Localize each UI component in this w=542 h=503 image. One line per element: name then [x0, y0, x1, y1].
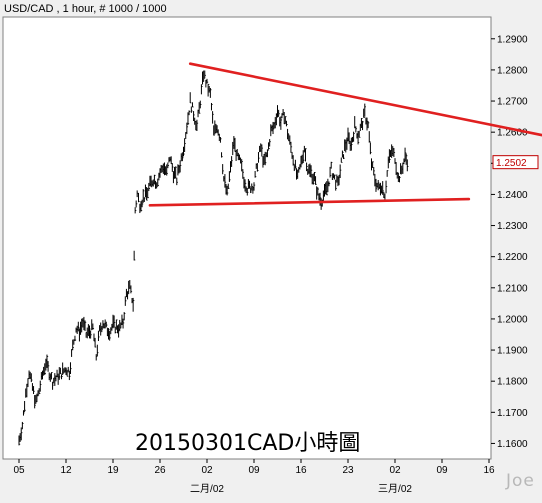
y-axis: 1.29001.28001.27001.26001.25001.24001.23…	[491, 34, 528, 450]
x-tick-label: 16	[295, 465, 307, 476]
y-tick-label: 1.2000	[497, 314, 528, 325]
month-label: 二月/02	[190, 483, 224, 495]
trendlines	[148, 62, 542, 207]
last-price-label: 1.2502	[496, 158, 527, 169]
x-tick-label: 09	[436, 465, 448, 476]
x-tick-label: 26	[154, 465, 166, 476]
x-tick-label: 02	[389, 465, 401, 476]
y-tick-label: 1.1700	[497, 408, 528, 419]
x-axis: 05 12 19 26 02 09 16 23 02 09 16 二月/02 三月/02	[13, 459, 495, 495]
last-price-box	[492, 155, 539, 170]
chart-annotation: 20150301CAD小時圖	[135, 431, 360, 456]
x-tick-label: 12	[60, 465, 72, 476]
y-tick-label: 1.1900	[497, 346, 528, 357]
x-tick-label: 05	[13, 465, 25, 476]
x-tick-label: 19	[107, 465, 119, 476]
y-tick-label: 1.2400	[497, 190, 528, 201]
y-tick-label: 1.2600	[497, 128, 528, 139]
y-tick-label: 1.2300	[497, 221, 528, 232]
y-tick-label: 1.2100	[497, 283, 528, 294]
resistance-trendline	[188, 62, 542, 137]
chart-header: USD/CAD , 1 hour, # 1000 / 1000	[4, 3, 167, 15]
watermark: Joe	[505, 471, 535, 491]
x-tick-label: 23	[342, 465, 354, 476]
x-tick-label: 02	[201, 465, 213, 476]
y-tick-label: 1.1600	[497, 439, 528, 450]
y-tick-label: 1.2200	[497, 252, 528, 263]
y-tick-label: 1.1800	[497, 377, 528, 388]
support-trendline	[148, 197, 471, 207]
x-tick-label: 16	[483, 465, 495, 476]
y-tick-label: 1.2900	[497, 34, 528, 45]
y-tick-label: 1.2700	[497, 97, 528, 108]
price-series	[18, 70, 409, 446]
y-tick-label: 1.2800	[497, 65, 528, 76]
x-tick-label: 09	[248, 465, 260, 476]
month-label: 三月/02	[378, 483, 412, 495]
plot-area	[2, 16, 492, 460]
last-price-marker: 1.2502	[492, 155, 539, 170]
